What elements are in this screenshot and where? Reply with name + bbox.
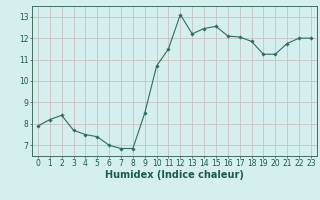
- X-axis label: Humidex (Indice chaleur): Humidex (Indice chaleur): [105, 170, 244, 180]
